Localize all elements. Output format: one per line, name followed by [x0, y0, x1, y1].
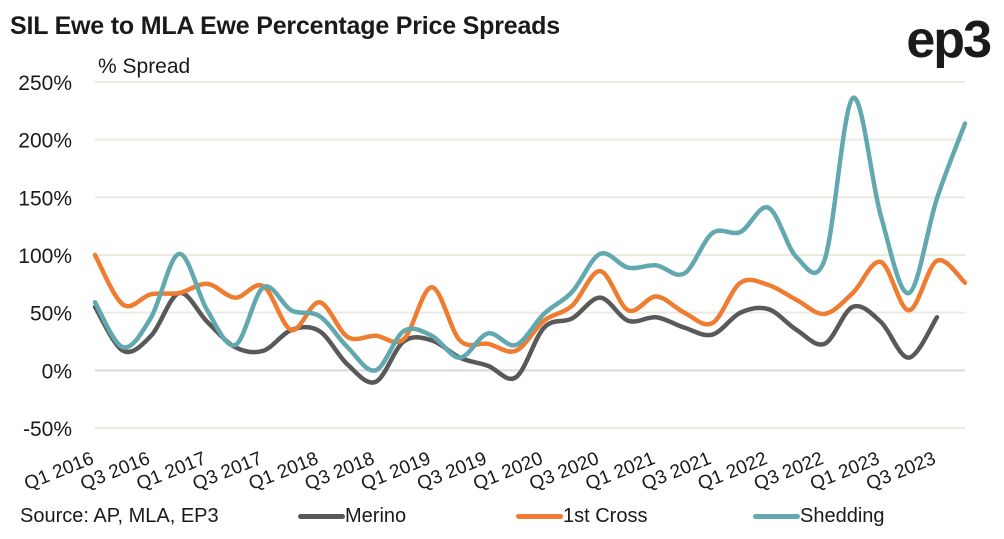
source-note: Source: AP, MLA, EP3 — [20, 505, 219, 527]
ep3-logo: ep3 — [906, 11, 992, 69]
legend-item-merino: Merino — [298, 505, 406, 528]
y-tick-label: 0% — [42, 360, 72, 383]
chart-title: SIL Ewe to MLA Ewe Percentage Price Spre… — [10, 12, 560, 40]
legend-label-shedding: Shedding — [800, 505, 885, 527]
y-tick-label: 100% — [18, 245, 72, 268]
legend-swatch-1st-cross — [516, 514, 563, 519]
y-tick-label: 50% — [30, 303, 72, 326]
y-tick-label: 150% — [18, 187, 72, 210]
legend-item-shedding: Shedding — [753, 505, 885, 528]
series-line-1st-cross — [92, 252, 968, 354]
legend-swatch-shedding — [753, 514, 800, 519]
series-line-shedding — [92, 95, 968, 373]
y-axis-title: % Spread — [98, 55, 191, 78]
legend-label-1st-cross: 1st Cross — [563, 505, 648, 527]
y-axis-ticks: -50% 0% 50% 100% 150% 200% 250% — [18, 72, 72, 441]
gridlines — [95, 81, 965, 429]
y-tick-label: 200% — [18, 130, 72, 153]
legend-item-1st-cross: 1st Cross — [516, 505, 647, 528]
y-tick-label: 250% — [18, 72, 72, 95]
y-tick-label: -50% — [23, 418, 72, 441]
series-lines — [92, 95, 968, 385]
legend-label-merino: Merino — [345, 505, 407, 527]
legend-swatch-merino — [298, 514, 345, 519]
